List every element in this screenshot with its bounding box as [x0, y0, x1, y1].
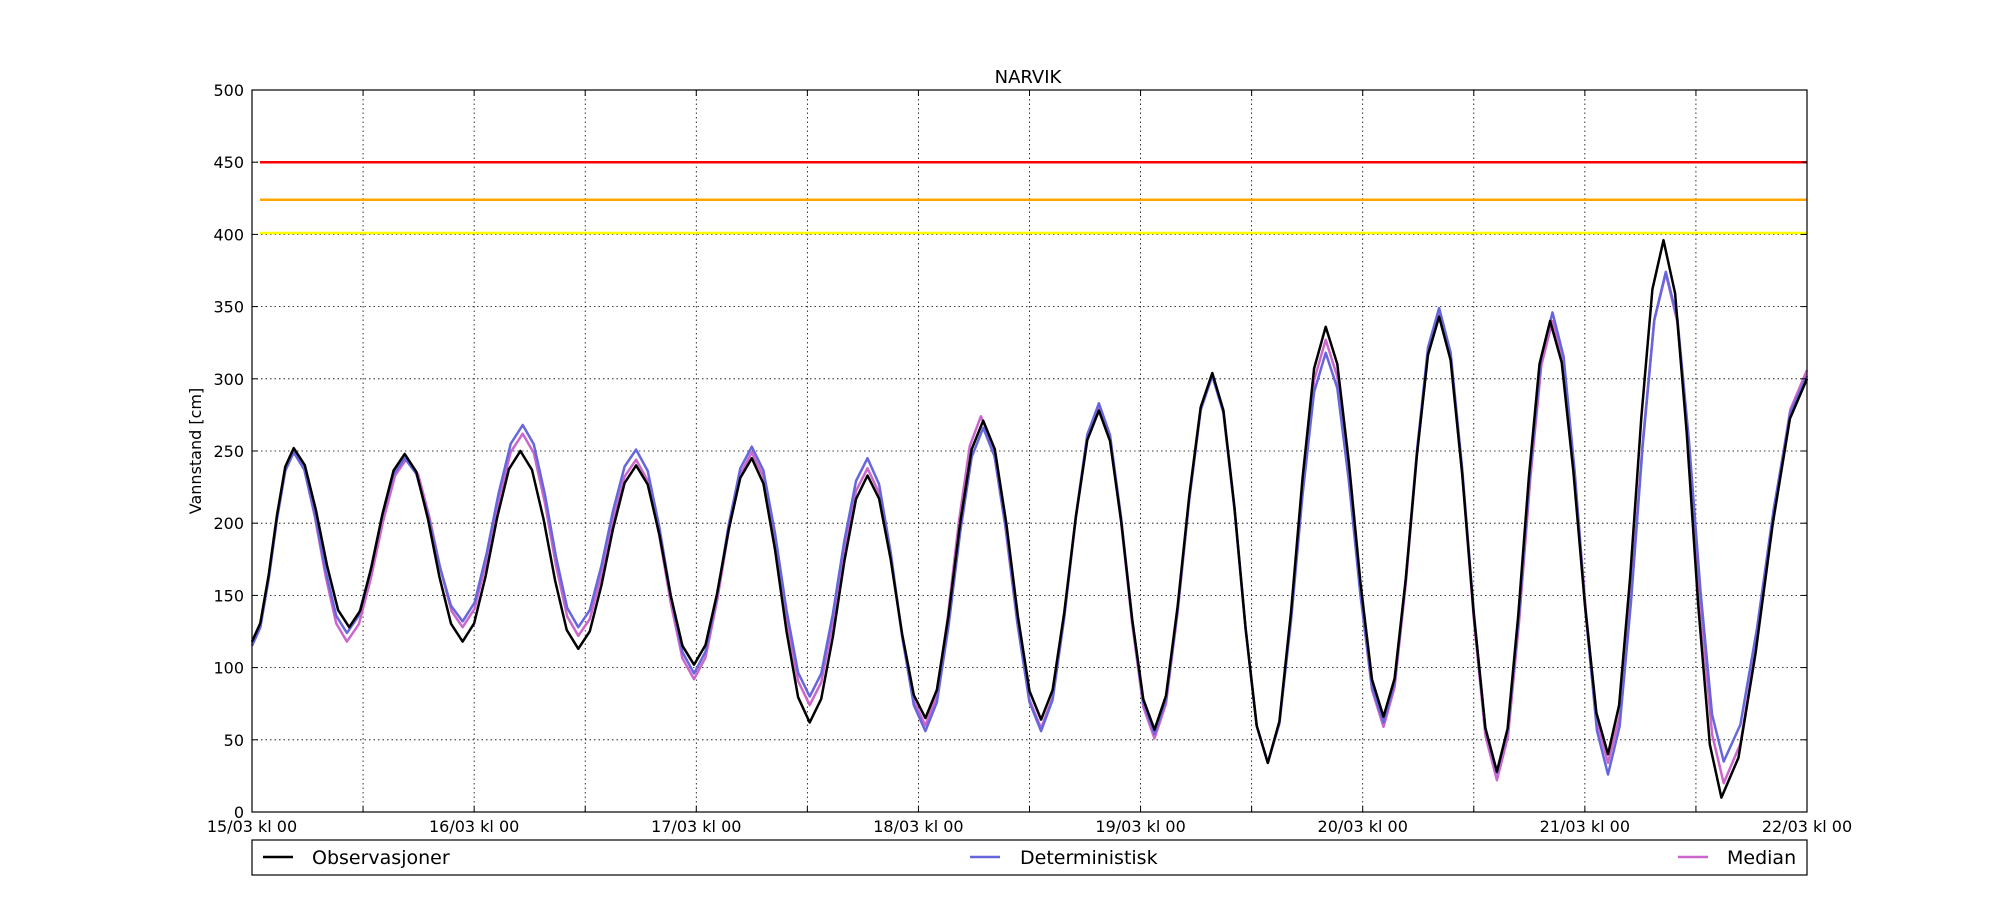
y-tick-label: 100: [213, 659, 244, 678]
y-tick-label: 500: [213, 81, 244, 100]
y-axis-label: Vannstand [cm]: [186, 388, 205, 514]
legend: Observasjoner Deterministisk Median: [251, 839, 1808, 876]
y-tick-label: 0: [234, 803, 244, 822]
x-tick-label: 16/03 kl 00: [429, 817, 519, 836]
x-tick-label: 20/03 kl 00: [1318, 817, 1408, 836]
legend-label-observasjoner: Observasjoner: [312, 847, 450, 869]
threshold-lines: [260, 160, 1807, 235]
chart-title: NARVIK: [995, 67, 1063, 88]
y-tick-label: 450: [213, 153, 244, 172]
series-line-observasjoner: [250, 238, 1809, 799]
y-tick-label: 150: [213, 586, 244, 605]
x-tick-label: 15/03 kl 00: [207, 817, 297, 836]
y-tick-label: 250: [213, 442, 244, 461]
data-series: [250, 238, 1809, 799]
y-tick-label: 50: [224, 731, 244, 750]
y-tick-label: 300: [213, 370, 244, 389]
y-tick-label: 200: [213, 514, 244, 533]
x-tick-label: 18/03 kl 00: [873, 817, 963, 836]
y-tick-label: 400: [213, 225, 244, 244]
axis-ticks: 0 50 100 150 200 250 300 350 400 450 500 15/03 kl 0…: [207, 81, 1852, 836]
x-tick-label: 21/03 kl 00: [1540, 817, 1630, 836]
legend-label-median: Median: [1727, 847, 1796, 869]
x-tick-label: 17/03 kl 00: [651, 817, 741, 836]
grid-lines: [252, 90, 1807, 812]
legend-box: [251, 839, 1808, 876]
legend-label-deterministisk: Deterministisk: [1020, 847, 1158, 869]
y-tick-label: 350: [213, 298, 244, 317]
x-tick-label: 22/03 kl 00: [1762, 817, 1852, 836]
x-tick-label: 19/03 kl 00: [1095, 817, 1185, 836]
